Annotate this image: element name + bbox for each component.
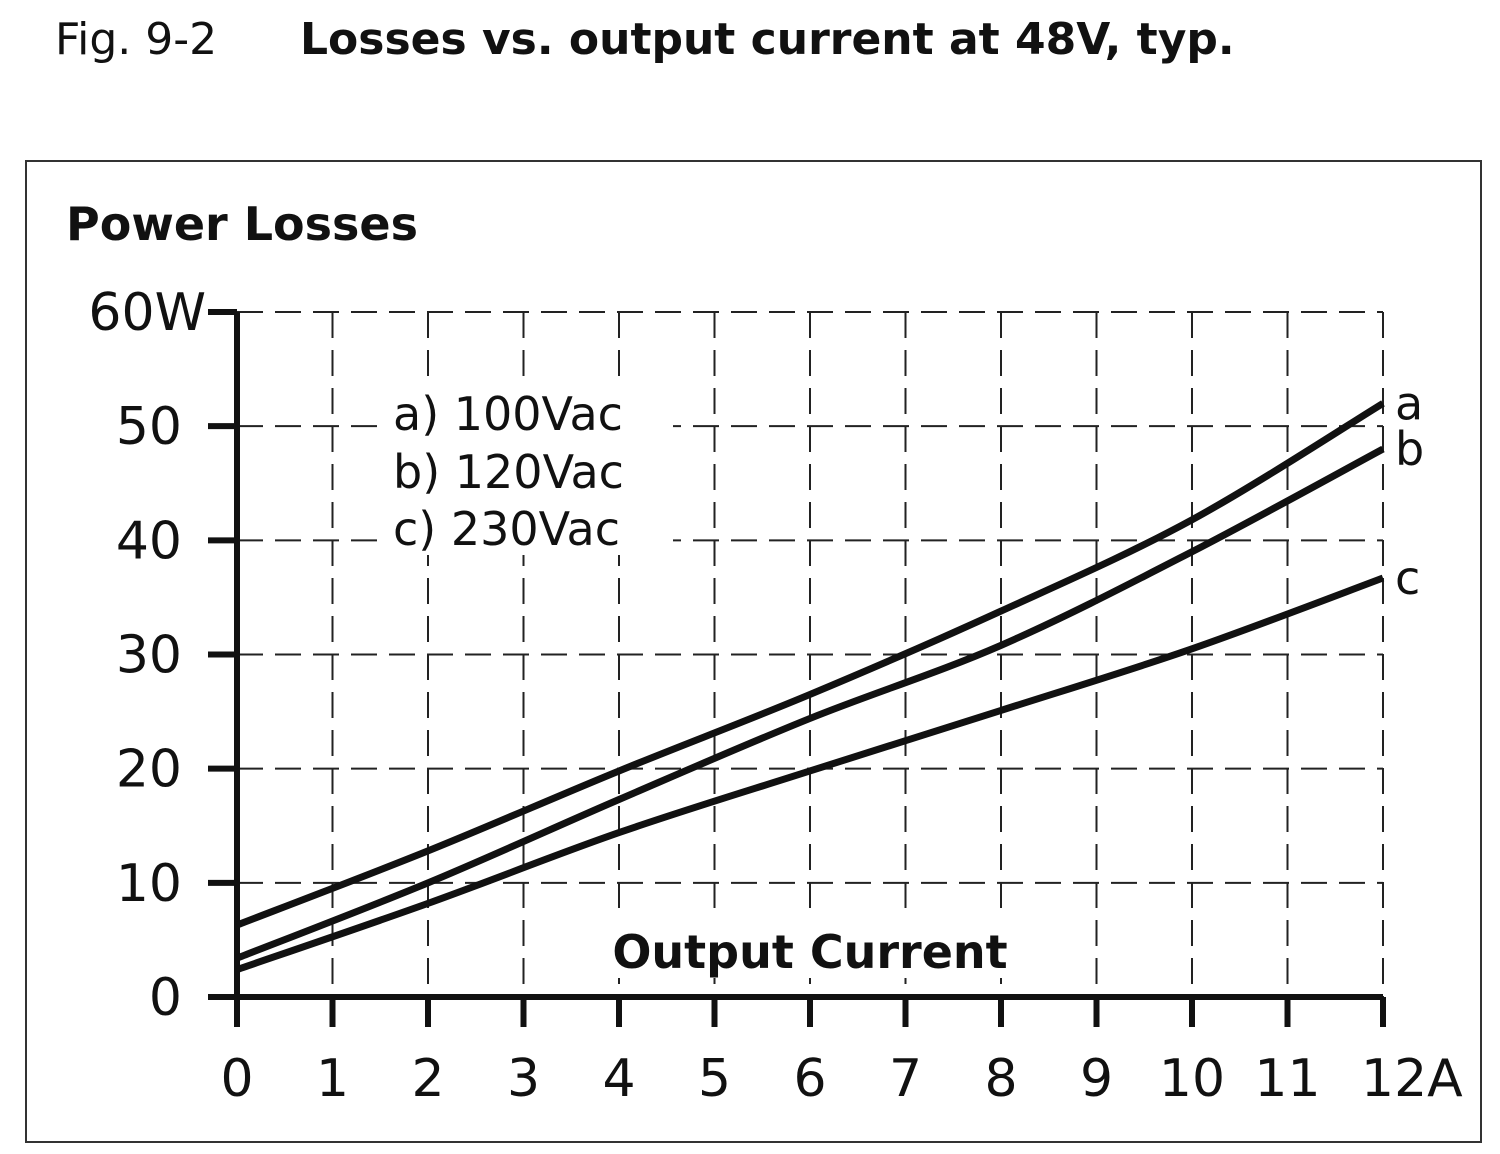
- x-tick-label: 3: [507, 1049, 540, 1109]
- x-label-background: [580, 918, 1040, 978]
- x-axis-label: Output Current: [612, 925, 1007, 979]
- y-tick-label: 10: [116, 854, 182, 914]
- legend-background: [385, 385, 673, 555]
- figure-label: Fig. 9-2: [55, 14, 218, 65]
- series-label-b: b: [1395, 422, 1424, 476]
- legend-item-c: c) 230Vac: [393, 502, 620, 556]
- y-tick-label: 0: [149, 968, 182, 1028]
- x-tick-label: 8: [984, 1049, 1017, 1109]
- x-tick-label: 9: [1080, 1049, 1113, 1109]
- figure-title: Losses vs. output current at 48V, typ.: [300, 14, 1235, 65]
- legend-item-a: a) 100Vac: [393, 387, 623, 441]
- chart-frame: [25, 160, 1482, 1143]
- x-tick-label: 10: [1159, 1049, 1225, 1109]
- y-tick-label: 30: [116, 626, 182, 686]
- y-tick-label: 50: [116, 397, 182, 457]
- x-tick-label: 4: [602, 1049, 635, 1109]
- x-tick-label: 11: [1254, 1049, 1320, 1109]
- y-tick-label: 40: [116, 511, 182, 571]
- y-tick-label: 20: [116, 740, 182, 800]
- chart-title: Power Losses: [66, 197, 418, 251]
- series-line-c: [235, 574, 1385, 973]
- x-tick-label: 5: [698, 1049, 731, 1109]
- series-label-a: a: [1395, 376, 1423, 430]
- x-tick-label: 0: [220, 1049, 253, 1109]
- x-tick-label: 2: [411, 1049, 444, 1109]
- y-tick-label: 60W: [88, 283, 206, 343]
- x-tick-label: 6: [793, 1049, 826, 1109]
- x-tick-label: 7: [889, 1049, 922, 1109]
- legend-item-b: b) 120Vac: [393, 445, 624, 499]
- series-label-c: c: [1395, 551, 1420, 605]
- series-line-b: [235, 445, 1385, 962]
- x-tick-label: 12A: [1361, 1049, 1463, 1109]
- series-line-a: [235, 400, 1385, 929]
- x-tick-label: 1: [316, 1049, 349, 1109]
